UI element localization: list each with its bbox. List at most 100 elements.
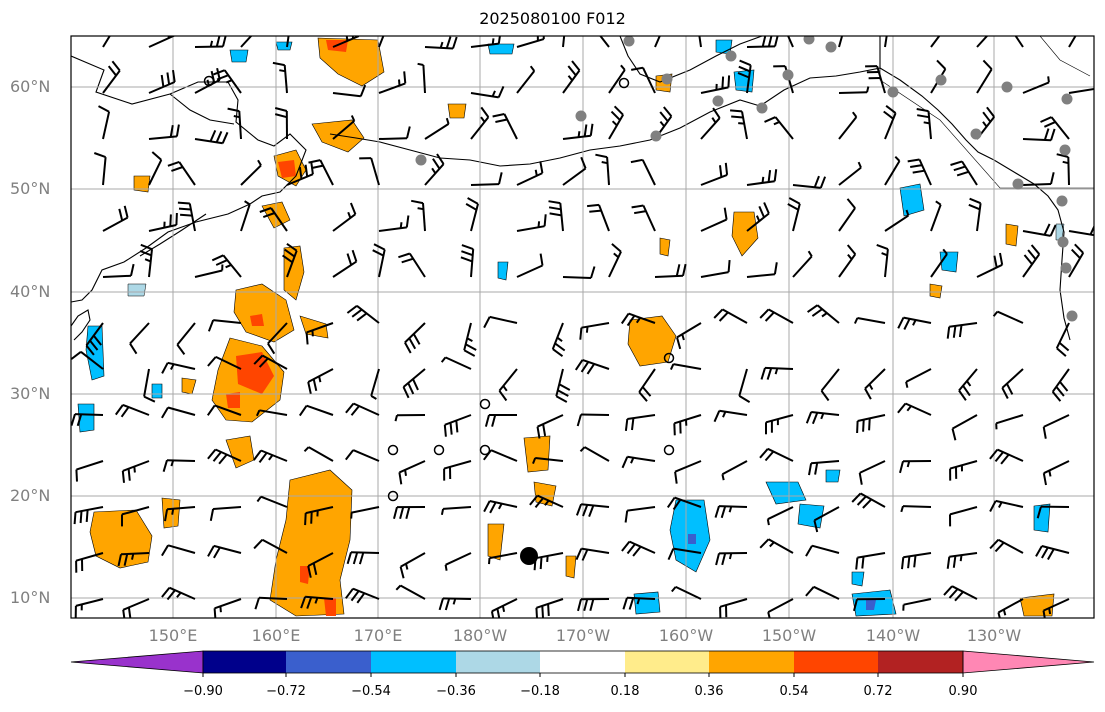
lon-label: 150°W xyxy=(761,626,817,645)
wind-barb xyxy=(332,84,367,98)
wind-barb xyxy=(304,506,334,526)
contour-blob xyxy=(899,183,925,217)
contour-core xyxy=(688,534,696,544)
wind-barb xyxy=(398,460,426,485)
wind-barb xyxy=(631,204,656,232)
wind-barb xyxy=(1068,36,1077,48)
border-line xyxy=(1039,36,1091,77)
wind-barb xyxy=(148,69,176,94)
wind-barb xyxy=(75,460,104,482)
wind-barb xyxy=(85,322,104,356)
coastline-kamchatka xyxy=(169,93,235,125)
wind-barb xyxy=(930,248,948,278)
lon-label: 140°W xyxy=(865,626,921,645)
station-marker xyxy=(825,41,837,53)
contour-blob xyxy=(497,261,509,281)
wind-barb xyxy=(417,62,426,94)
wind-barb xyxy=(1068,224,1094,237)
station-marker xyxy=(1001,81,1013,93)
wind-barb xyxy=(307,552,334,578)
lon-label: 180°W xyxy=(452,626,508,645)
wind-barb xyxy=(700,75,731,94)
wind-barb xyxy=(808,460,840,476)
contour-core xyxy=(324,598,336,616)
wind-barb xyxy=(121,506,150,527)
wind-barb xyxy=(897,316,932,330)
wind-barb xyxy=(622,596,656,610)
colorbar-tick-label: −0.18 xyxy=(520,684,560,699)
station-marker xyxy=(1061,93,1073,105)
wind-barb xyxy=(1001,368,1024,399)
wind-barb xyxy=(267,322,288,355)
wind-barb xyxy=(713,409,748,423)
wind-barb xyxy=(853,317,886,324)
contour-blob xyxy=(939,251,959,273)
colorbar-tick-label: −0.36 xyxy=(436,684,476,699)
colorbar-segment xyxy=(70,650,204,674)
wind-barb xyxy=(855,552,886,570)
lon-label: 160°E xyxy=(251,626,301,645)
contour-blob xyxy=(733,69,755,93)
contour-blob xyxy=(929,283,943,299)
station-marker xyxy=(935,74,947,86)
station-marker xyxy=(623,36,635,47)
wind-barb xyxy=(700,207,728,232)
wind-barb xyxy=(624,414,656,432)
wind-barb xyxy=(760,366,794,380)
wind-barb xyxy=(102,60,121,94)
wind-barb xyxy=(345,402,380,416)
lat-label: 20°N xyxy=(10,486,51,505)
wind-barb xyxy=(470,172,503,186)
wind-barb xyxy=(161,586,196,601)
calm-marker xyxy=(479,398,491,410)
wind-barb xyxy=(667,547,702,560)
contour-blob xyxy=(151,383,163,399)
wind-barb xyxy=(345,449,380,462)
wind-barb xyxy=(901,552,932,570)
wind-barb xyxy=(536,414,564,439)
contour-core xyxy=(278,160,296,178)
wind-barb xyxy=(207,448,242,465)
wind-barb xyxy=(551,322,566,358)
wind-barb xyxy=(838,161,862,186)
wind-barb xyxy=(577,598,610,612)
calm-marker xyxy=(387,490,399,502)
calm-marker xyxy=(663,444,675,456)
wind-barb xyxy=(121,460,150,483)
station-marker xyxy=(575,110,587,122)
wind-barb xyxy=(767,598,794,618)
lat-label: 30°N xyxy=(10,384,51,403)
wind-barb xyxy=(177,201,196,232)
wind-barb xyxy=(805,585,840,600)
wind-barb xyxy=(399,552,426,579)
wind-barb xyxy=(274,107,288,140)
contour-blob xyxy=(1033,503,1051,533)
colorbar-tick-label: −0.90 xyxy=(183,684,223,699)
wind-barb xyxy=(240,36,253,48)
wind-barb xyxy=(943,585,978,602)
wind-barb xyxy=(930,200,942,232)
wind-barb xyxy=(498,368,518,402)
wind-barb xyxy=(1022,172,1055,186)
wind-barb xyxy=(1036,505,1070,519)
wind-barb xyxy=(958,368,978,401)
wind-barb xyxy=(813,506,840,533)
wind-barb xyxy=(1022,128,1056,142)
wind-barb xyxy=(562,266,596,279)
wind-barb xyxy=(305,322,334,345)
map-frame xyxy=(70,35,1095,619)
wind-barb xyxy=(424,153,445,186)
wind-barb xyxy=(759,538,794,554)
wind-barb xyxy=(946,322,978,339)
wind-barb xyxy=(194,264,224,278)
wind-barb xyxy=(206,404,242,416)
wind-barb xyxy=(307,368,334,394)
contour-blob xyxy=(565,555,577,579)
colorbar-segment xyxy=(371,651,456,673)
wind-barb xyxy=(666,496,702,511)
contour-blob xyxy=(133,175,151,193)
wind-barb xyxy=(516,161,544,186)
wind-barb xyxy=(207,544,242,559)
wind-barb xyxy=(286,36,290,48)
wind-barb xyxy=(700,260,731,278)
